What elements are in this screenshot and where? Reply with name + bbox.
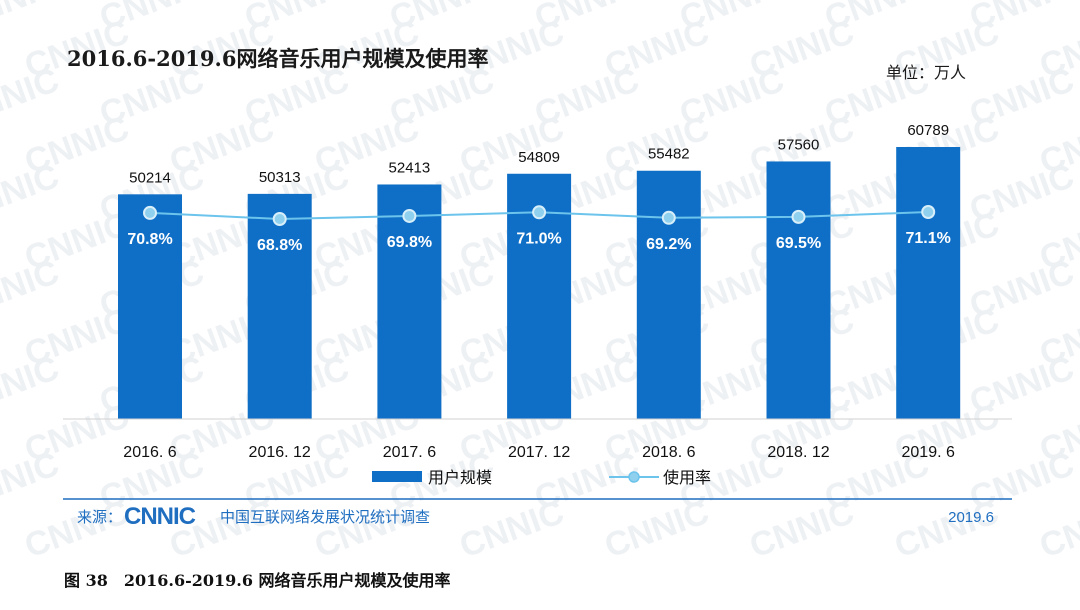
- watermark-text: CNNIC: [600, 493, 714, 566]
- rate-point: [791, 209, 806, 224]
- figure-caption: 图 38 2016.6-2019.6 网络音乐用户规模及使用率: [64, 571, 451, 590]
- watermark-text: CNNIC: [0, 445, 64, 518]
- watermark-text: CNNIC: [0, 349, 64, 422]
- x-tick-label: 2017. 6: [383, 444, 436, 461]
- bar-value-label: 55482: [648, 146, 690, 163]
- source-org: 中国互联网络发展状况统计调查: [220, 508, 430, 526]
- legend-bar-swatch: [372, 471, 422, 482]
- bar-value-label: 57560: [778, 136, 820, 153]
- bar-value-label: 60789: [907, 122, 949, 139]
- legend-bar-label: 用户规模: [428, 468, 492, 487]
- legend-line-label: 使用率: [663, 468, 711, 487]
- bar-value-label: 50313: [259, 169, 301, 186]
- bar: [896, 147, 961, 419]
- watermark-text: CNNIC: [1035, 493, 1080, 566]
- watermark-text: CNNIC: [0, 61, 64, 134]
- watermark-text: CNNIC: [890, 493, 1004, 566]
- x-tick-label: 2018. 6: [642, 444, 695, 461]
- watermark-text: CNNIC: [745, 493, 859, 566]
- bar: [636, 170, 701, 419]
- bar-value-labels: 50214 50313 52413 54809 55482 57560 60789: [129, 122, 949, 186]
- bar-value-label: 52413: [389, 159, 431, 176]
- rate-point: [402, 208, 417, 223]
- watermark-text: CNNIC: [20, 493, 134, 566]
- bar-value-label: 50214: [129, 169, 171, 186]
- watermark-text: CNNIC: [310, 493, 424, 566]
- legend-line-marker: [628, 471, 640, 483]
- rate-point: [143, 205, 157, 220]
- source-label: 来源：: [77, 508, 122, 526]
- rate-value-label: 69.2%: [646, 236, 691, 253]
- rate-value-label: 71.1%: [906, 230, 951, 247]
- bar-series: [118, 147, 961, 420]
- source-date: 2019.6: [948, 509, 994, 526]
- rate-point: [921, 205, 936, 219]
- rate-point: [272, 212, 287, 226]
- x-tick-labels: 2016. 6 2016. 12 2017. 6 2017. 12 2018. 6 201…: [123, 444, 955, 461]
- rate-value-label: 71.0%: [516, 230, 561, 247]
- rate-value-labels: 70.8% 68.8% 69.8% 71.0% 69.2% 69.5% 71.1%: [127, 230, 951, 254]
- x-tick-label: 2016. 6: [123, 444, 176, 461]
- bar: [247, 193, 312, 419]
- x-tick-label: 2019. 6: [902, 444, 955, 461]
- rate-value-label: 69.5%: [776, 235, 821, 252]
- rate-point: [532, 205, 547, 220]
- watermark-text: CNNIC: [0, 253, 64, 326]
- chart-title: 2016.6-2019.6网络音乐用户规模及使用率: [67, 46, 488, 71]
- watermark-text: CNNIC: [0, 157, 64, 230]
- cnnic-logo: CNNIC: [124, 503, 196, 530]
- legend: 用户规模 使用率: [372, 468, 711, 487]
- rate-value-label: 68.8%: [257, 237, 302, 254]
- rate-value-label: 69.8%: [387, 234, 432, 251]
- rate-line-series: [143, 205, 936, 226]
- bar: [118, 194, 182, 419]
- unit-label: 单位：万人: [886, 63, 966, 82]
- rate-value-label: 70.8%: [127, 231, 172, 248]
- bar-value-label: 54809: [518, 149, 560, 166]
- bar: [766, 161, 831, 420]
- bar: [377, 184, 442, 419]
- x-tick-label: 2017. 12: [508, 444, 570, 461]
- watermark-text: CNNIC: [455, 493, 569, 566]
- x-tick-label: 2018. 12: [767, 444, 829, 461]
- watermark-text: CNNIC: [0, 0, 64, 38]
- x-tick-label: 2016. 12: [249, 444, 311, 461]
- rate-point: [661, 210, 676, 225]
